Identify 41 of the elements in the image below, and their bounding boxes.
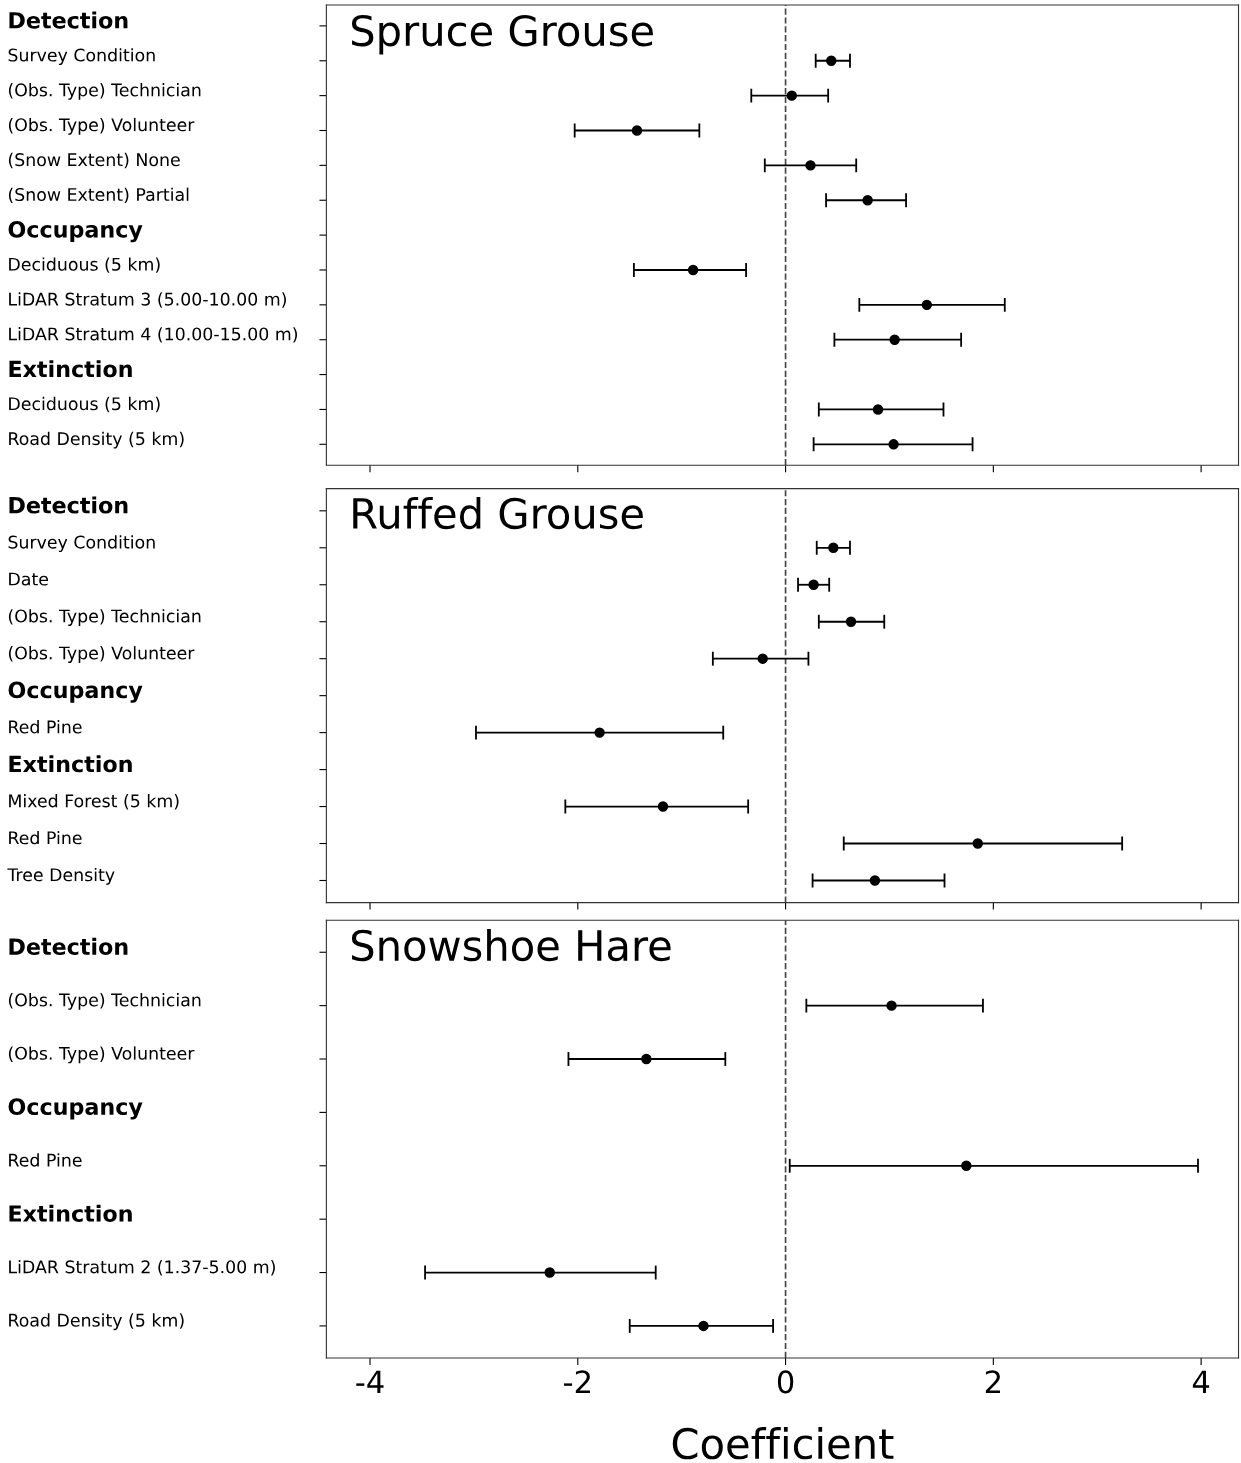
y-tick-label: Road Density (5 km) bbox=[9, 1313, 184, 1331]
x-tick-label: 0 bbox=[777, 1370, 794, 1394]
y-tick-label: Detection bbox=[9, 11, 128, 29]
y-tick-label: Deciduous (5 km) bbox=[9, 257, 160, 273]
y-tick-label: Extinction bbox=[9, 360, 132, 378]
y-tick-label: Detection bbox=[9, 496, 128, 514]
y-tick-label: (Obs. Type) Volunteer bbox=[8, 1046, 195, 1064]
chart-title: Ruffed Grouse bbox=[353, 496, 643, 530]
y-tick-label: Extinction bbox=[9, 1204, 132, 1222]
y-tick-label: (Obs. Type) Technician bbox=[8, 993, 201, 1010]
y-tick-label: Occupancy bbox=[8, 681, 143, 703]
x-tick-label: -2 bbox=[564, 1370, 590, 1393]
y-tick-label: Deciduous (5 km) bbox=[9, 396, 160, 413]
x-tick-label: -4 bbox=[356, 1370, 384, 1393]
y-tick-label: (Snow Extent) None bbox=[8, 152, 180, 169]
y-tick-label: Red Pine bbox=[9, 830, 82, 845]
y-tick-label: Survey Condition bbox=[8, 535, 155, 552]
y-tick-label: LiDAR Stratum 3 (5.00-10.00 m) bbox=[9, 292, 286, 308]
chart-title: Snowshoe Hare bbox=[351, 928, 671, 962]
y-tick-label: LiDAR Stratum 2 (1.37-5.00 m) bbox=[9, 1259, 275, 1276]
chart-title: Spruce Grouse bbox=[351, 14, 653, 55]
y-tick-label: Date bbox=[9, 572, 49, 586]
y-tick-label: Red Pine bbox=[9, 1153, 82, 1167]
y-tick-label: Tree Density bbox=[7, 867, 115, 885]
y-tick-label: Road Density (5 km) bbox=[9, 431, 184, 449]
y-tick-label: Survey Condition bbox=[8, 48, 155, 65]
y-tick-label: Occupancy bbox=[8, 220, 143, 243]
y-tick-label: (Obs. Type) Technician bbox=[8, 83, 201, 100]
y-tick-label: (Snow Extent) Partial bbox=[8, 187, 189, 204]
y-tick-label: Mixed Forest (5 km) bbox=[9, 793, 179, 810]
x-tick-label: 4 bbox=[1192, 1370, 1210, 1393]
x-tick-label: 2 bbox=[985, 1370, 1000, 1393]
y-tick-label: (Obs. Type) Volunteer bbox=[8, 117, 195, 135]
y-tick-label: LiDAR Stratum 4 (10.00-15.00 m) bbox=[9, 327, 298, 343]
x-axis-title: Coefficient bbox=[672, 1427, 894, 1460]
y-tick-label: Detection bbox=[9, 937, 128, 956]
y-tick-label: Occupancy bbox=[8, 1098, 143, 1120]
y-tick-label: (Obs. Type) Volunteer bbox=[8, 646, 195, 663]
y-tick-label: Red Pine bbox=[9, 720, 82, 734]
y-tick-label: (Obs. Type) Technician bbox=[8, 609, 201, 626]
y-tick-label: Extinction bbox=[9, 755, 132, 773]
